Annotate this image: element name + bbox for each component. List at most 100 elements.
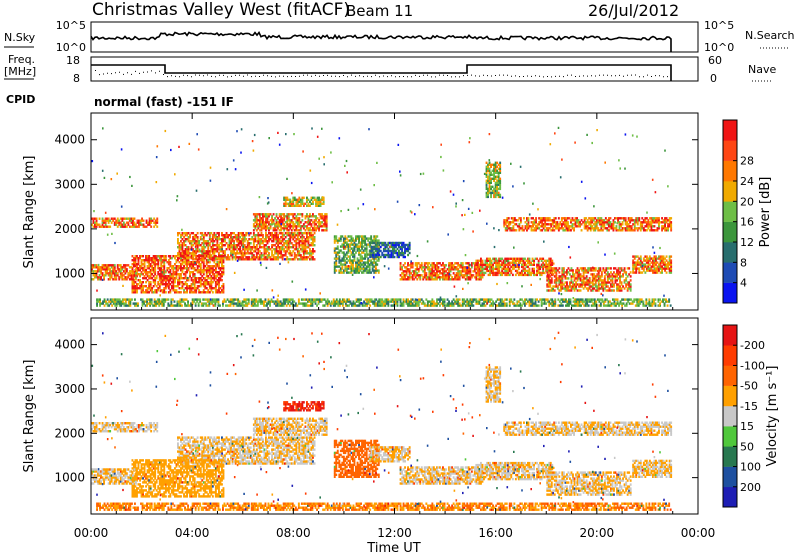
power-cell [207, 246, 210, 249]
power-cell [219, 250, 222, 253]
power-cell [157, 261, 160, 264]
power-cell [283, 213, 286, 216]
power-cell [292, 232, 295, 235]
power-cell [272, 236, 275, 239]
power-cell [142, 277, 144, 280]
power-cell [258, 256, 261, 259]
power-cell [103, 221, 105, 224]
power-cell [269, 213, 272, 216]
power-cell [312, 242, 314, 245]
power-cell [116, 219, 119, 222]
power-cell [196, 242, 199, 245]
power-cell [292, 223, 295, 226]
power-cell [136, 267, 138, 270]
power-cell [312, 221, 314, 224]
power-cell [132, 223, 134, 226]
power-cell [377, 269, 380, 272]
power-cell [154, 261, 157, 264]
power-cell [262, 236, 264, 239]
power-cell [158, 277, 161, 280]
power-cell [550, 277, 553, 280]
power-cell [132, 270, 134, 273]
power-cell [255, 240, 258, 243]
power-cell [101, 225, 104, 228]
power-cell [304, 240, 307, 243]
power-cell [155, 285, 158, 288]
power-cell [110, 217, 113, 220]
power-cell [284, 242, 287, 245]
power-cell [147, 223, 149, 226]
power-cell [283, 227, 286, 230]
power-cell [268, 248, 270, 251]
power-cell [109, 225, 112, 228]
power-cell [213, 248, 216, 251]
power-cell [132, 221, 134, 224]
power-cell [284, 254, 287, 257]
power-cell [248, 244, 251, 247]
power-cell [239, 258, 242, 261]
power-cell [178, 242, 181, 245]
power-cell [225, 234, 228, 237]
power-cell [154, 267, 157, 270]
power-cell [224, 252, 226, 255]
power-cell [290, 254, 293, 257]
power-cell [321, 213, 324, 216]
power-cell [221, 242, 223, 245]
power-cell [299, 236, 302, 239]
power-cell [219, 238, 222, 241]
power-cell [255, 221, 258, 224]
power-cell [286, 213, 289, 216]
power-cell [245, 246, 248, 249]
power-cell [258, 240, 261, 243]
power-cell [164, 275, 167, 278]
power-cell [164, 283, 167, 286]
power-cell [304, 217, 307, 220]
power-cell [157, 263, 160, 266]
power-cell [292, 244, 295, 247]
power-cell [208, 234, 211, 237]
power-cell [183, 242, 185, 245]
power-cell [142, 291, 144, 294]
power-cell [555, 281, 558, 284]
power-cell [315, 229, 317, 232]
power-cell [143, 285, 146, 288]
power-cell [287, 213, 290, 216]
power-cell [133, 279, 135, 282]
power-cell [140, 273, 143, 276]
power-cell [166, 283, 169, 286]
power-cell [163, 275, 166, 278]
power-cell [312, 256, 314, 259]
power-cell [274, 244, 276, 247]
power-cell [306, 213, 308, 216]
power-cell [163, 279, 166, 282]
power-cell [154, 255, 157, 258]
power-cell [281, 258, 284, 261]
power-cell [136, 269, 138, 272]
power-cell [145, 289, 147, 292]
power-cell [186, 248, 188, 251]
power-cell [163, 269, 166, 272]
power-cell [145, 221, 148, 224]
power-cell [312, 234, 314, 237]
power-cell [275, 256, 278, 259]
power-cell [255, 252, 258, 255]
power-cell [100, 225, 102, 228]
power-cell [183, 258, 185, 261]
power-cell [310, 254, 313, 257]
nsearch-tick-top: 10^5 [704, 19, 734, 32]
power-cell [115, 223, 118, 226]
power-cell [274, 258, 276, 261]
power-cell [208, 242, 211, 245]
power-cell [625, 271, 628, 274]
power-cell [258, 217, 261, 220]
power-cell [216, 242, 219, 245]
power-cell [213, 240, 216, 243]
power-cell [293, 225, 296, 228]
power-cell [246, 256, 249, 259]
power-cell [169, 289, 172, 292]
power-cell [615, 225, 618, 228]
power-cell [290, 234, 293, 237]
nsky-trace [90, 30, 672, 52]
power-cell [263, 225, 266, 228]
power-cell [95, 219, 98, 222]
